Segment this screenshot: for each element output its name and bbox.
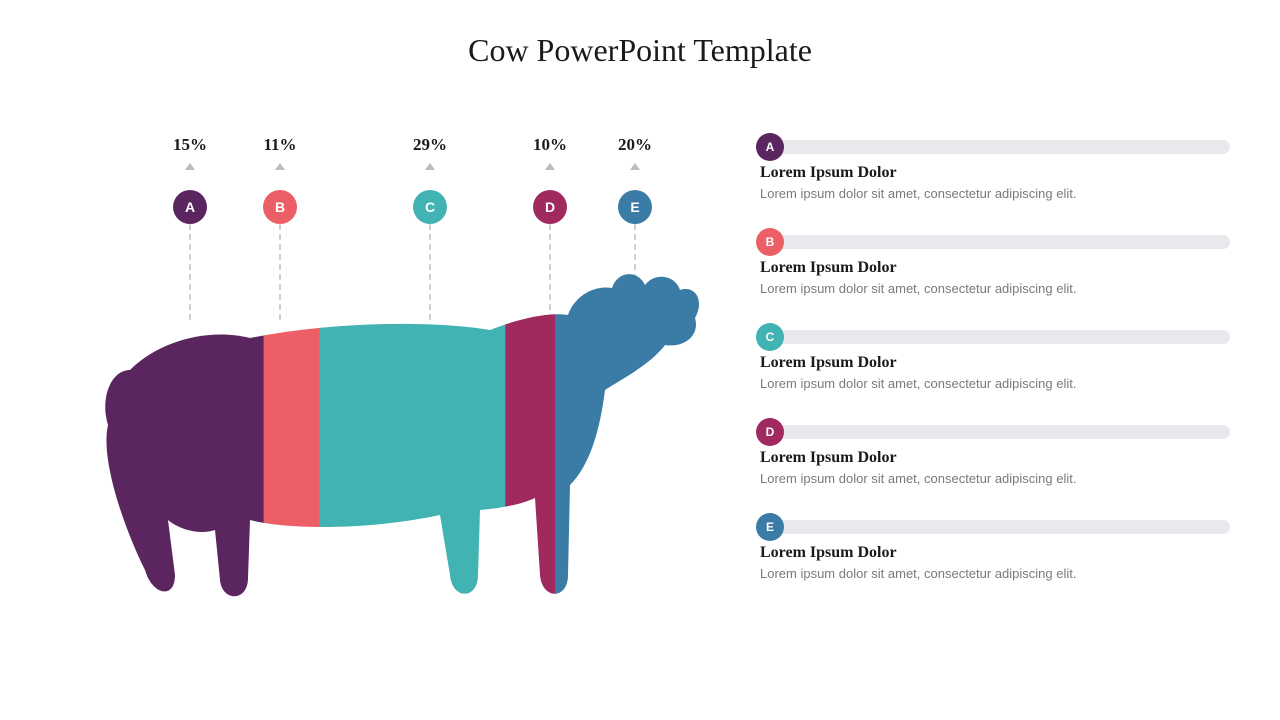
legend-desc: Lorem ipsum dolor sit amet, consectetur … xyxy=(760,376,1230,391)
cow-segment-c xyxy=(319,230,507,610)
percent-label-e: 20% xyxy=(618,135,652,155)
legend-bar: D xyxy=(760,425,1230,439)
arrow-up-icon xyxy=(629,162,641,174)
legend-badge-d: D xyxy=(756,418,784,446)
legend: A Lorem Ipsum Dolor Lorem ipsum dolor sit … xyxy=(760,140,1230,615)
legend-title: Lorem Ipsum Dolor xyxy=(760,544,1230,562)
segment-badge-d: D xyxy=(533,190,567,224)
legend-item-b: B Lorem Ipsum Dolor Lorem ipsum dolor sit … xyxy=(760,235,1230,296)
cow-segment-b xyxy=(264,230,322,610)
legend-desc: Lorem ipsum dolor sit amet, consectetur … xyxy=(760,186,1230,201)
segment-badge-b: B xyxy=(263,190,297,224)
cow-segment-a xyxy=(90,230,266,610)
percent-label-c: 29% xyxy=(413,135,447,155)
segment-badge-e: E xyxy=(618,190,652,224)
segment-badge-c: C xyxy=(413,190,447,224)
legend-title: Lorem Ipsum Dolor xyxy=(760,354,1230,372)
legend-item-c: C Lorem Ipsum Dolor Lorem ipsum dolor sit … xyxy=(760,330,1230,391)
arrow-up-icon xyxy=(184,162,196,174)
legend-title: Lorem Ipsum Dolor xyxy=(760,164,1230,182)
legend-title: Lorem Ipsum Dolor xyxy=(760,259,1230,277)
cow-silhouette xyxy=(90,230,710,610)
cow-segment-e xyxy=(555,230,710,610)
legend-desc: Lorem ipsum dolor sit amet, consectetur … xyxy=(760,471,1230,486)
legend-bar: E xyxy=(760,520,1230,534)
legend-title: Lorem Ipsum Dolor xyxy=(760,449,1230,467)
segment-badge-a: A xyxy=(173,190,207,224)
legend-badge-e: E xyxy=(756,513,784,541)
arrow-up-icon xyxy=(544,162,556,174)
legend-item-a: A Lorem Ipsum Dolor Lorem ipsum dolor sit … xyxy=(760,140,1230,201)
legend-bar: A xyxy=(760,140,1230,154)
arrow-up-icon xyxy=(274,162,286,174)
legend-desc: Lorem ipsum dolor sit amet, consectetur … xyxy=(760,281,1230,296)
legend-item-d: D Lorem Ipsum Dolor Lorem ipsum dolor sit … xyxy=(760,425,1230,486)
legend-bar: C xyxy=(760,330,1230,344)
legend-badge-a: A xyxy=(756,133,784,161)
percent-label-a: 15% xyxy=(173,135,207,155)
cow-segment-d xyxy=(505,230,557,610)
legend-badge-b: B xyxy=(756,228,784,256)
legend-item-e: E Lorem Ipsum Dolor Lorem ipsum dolor sit … xyxy=(760,520,1230,581)
legend-bar: B xyxy=(760,235,1230,249)
percent-label-d: 10% xyxy=(533,135,567,155)
percent-label-b: 11% xyxy=(263,135,296,155)
page-title: Cow PowerPoint Template xyxy=(468,32,812,69)
arrow-up-icon xyxy=(424,162,436,174)
legend-badge-c: C xyxy=(756,323,784,351)
legend-desc: Lorem ipsum dolor sit amet, consectetur … xyxy=(760,566,1230,581)
cow-infographic: 15% A 11% B 29% C 10% D 20% E xyxy=(90,130,710,610)
